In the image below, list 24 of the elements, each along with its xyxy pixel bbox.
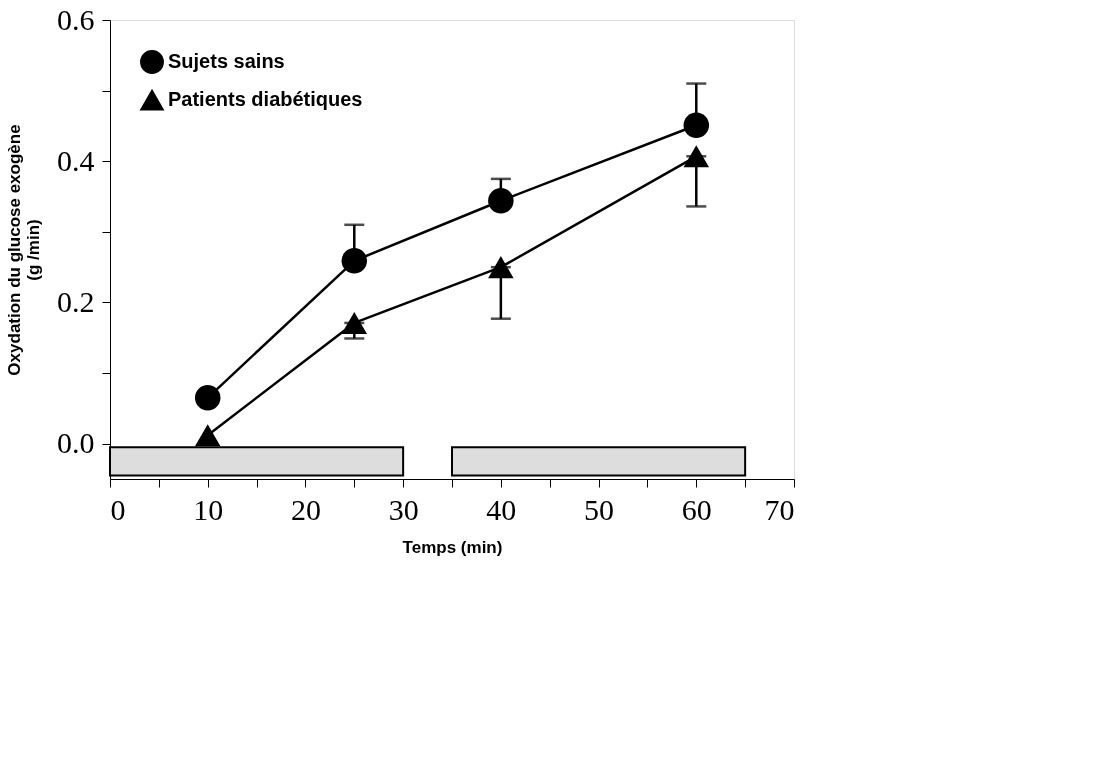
point	[683, 145, 710, 168]
point	[488, 256, 514, 279]
legend-label: Sujets sains	[168, 50, 285, 72]
y-tick-label: 0.0	[57, 426, 95, 460]
point	[488, 188, 514, 214]
point	[194, 424, 221, 447]
x-tick-label: 20	[290, 492, 321, 526]
point	[341, 248, 368, 274]
y-tick-label: 0.4	[57, 143, 95, 177]
y-axis-title: Oxydation du glucose exogène (g /min)	[5, 124, 43, 376]
x-tick-label: 60	[681, 492, 712, 526]
x-tick-label: 0	[110, 492, 126, 526]
x-tick-label: 70	[764, 492, 795, 526]
x-tick-label: 40	[486, 492, 517, 526]
x-tick-label: 50	[584, 492, 615, 526]
y-tick-label: 0.6	[57, 2, 95, 36]
legend-label: Patients diabétiques	[168, 88, 363, 110]
point	[683, 112, 710, 138]
y-tick-label: 0.2	[57, 284, 95, 318]
x-axis-title: Temps (min)	[402, 537, 503, 557]
point	[194, 385, 221, 411]
x-tick-label: 30	[388, 492, 419, 526]
point	[341, 311, 368, 334]
x-tick-label: 10	[193, 492, 224, 526]
